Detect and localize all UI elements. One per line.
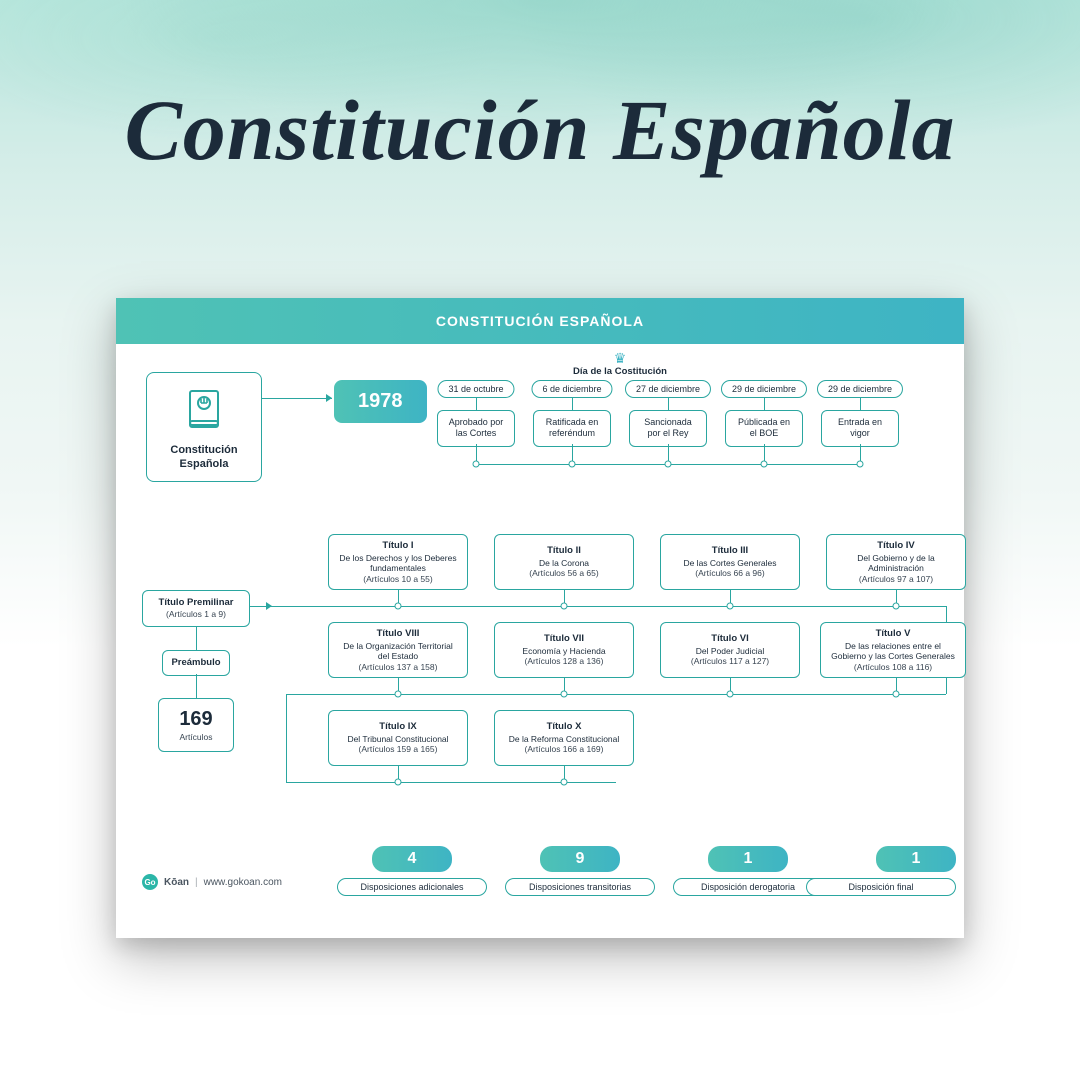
disp-badge: 1 [708, 846, 788, 872]
infographic-card: CONSTITUCIÓN ESPAÑOLA Constitución Españ… [116, 298, 964, 938]
timeline-event: Públicada en el BOE [725, 410, 803, 447]
node-dot [893, 691, 900, 698]
arrow-icon [326, 394, 332, 402]
connector [764, 398, 765, 410]
disp-label: Disposición derogatoria [673, 878, 823, 896]
day-label: Día de la Costitución [573, 366, 667, 377]
timeline-event: Aprobado por las Cortes [437, 410, 515, 447]
timeline-date: 27 de diciembre [625, 380, 711, 398]
connector [286, 694, 287, 782]
title-box: Título X De la Reforma Constitucional (A… [494, 710, 634, 766]
timeline-date: 6 de diciembre [531, 380, 612, 398]
node-dot [561, 603, 568, 610]
timeline-date: 29 de diciembre [817, 380, 903, 398]
card-body: Constitución Española 1978 ♛ Día de la C… [116, 344, 964, 938]
disp-badge: 4 [372, 846, 452, 872]
node-dot [569, 461, 576, 468]
preliminar-box: Título Premilinar (Artículos 1 a 9) [142, 590, 250, 627]
title-box: Título VIII De la Organización Territori… [328, 622, 468, 678]
preambulo-box: Preámbulo [162, 650, 230, 676]
card-header: CONSTITUCIÓN ESPAÑOLA [116, 298, 964, 344]
node-dot [395, 779, 402, 786]
title-box: Título IV Del Gobierno y de la Administr… [826, 534, 966, 590]
disp-label: Disposiciones transitorias [505, 878, 655, 896]
node-dot [395, 691, 402, 698]
disp-badge: 9 [540, 846, 620, 872]
node-dot [761, 461, 768, 468]
timeline-event: Sancionada por el Rey [629, 410, 707, 447]
node-dot [395, 603, 402, 610]
articulos-box: 169 Artículos [158, 698, 234, 752]
arrow-icon [266, 602, 272, 610]
node-dot [727, 691, 734, 698]
timeline-date: 29 de diciembre [721, 380, 807, 398]
connector [196, 626, 197, 650]
timeline-event: Ratificada en referéndum [533, 410, 611, 447]
title-box: Título V De las relaciones entre el Gobi… [820, 622, 966, 678]
connector [286, 694, 946, 695]
brand-url: www.gokoan.com [204, 877, 282, 888]
node-dot [473, 461, 480, 468]
footer-brand: Go Kōan | www.gokoan.com [142, 874, 282, 890]
title-box: Título I De los Derechos y los Deberes f… [328, 534, 468, 590]
title-box: Título IX Del Tribunal Constitucional (A… [328, 710, 468, 766]
timeline-event: Entrada en vigor [821, 410, 899, 447]
connector [196, 674, 197, 698]
title-box: Título VI Del Poder Judicial (Artículos … [660, 622, 800, 678]
connector [250, 606, 946, 607]
node-dot [857, 461, 864, 468]
title-box: Título II De la Corona (Artículos 56 a 6… [494, 534, 634, 590]
title-box: Título III De las Cortes Generales (Artí… [660, 534, 800, 590]
title-box: Título VII Economía y Hacienda (Artículo… [494, 622, 634, 678]
connector [668, 398, 669, 410]
connector [572, 398, 573, 410]
brand-name: Kōan [164, 877, 189, 888]
timeline-date: 31 de octubre [437, 380, 514, 398]
disp-label: Disposiciones adicionales [337, 878, 487, 896]
brand-logo: Go [142, 874, 158, 890]
page-title: Constitución Española [0, 80, 1080, 180]
disp-label: Disposición final [806, 878, 956, 896]
root-box: Constitución Española [146, 372, 262, 482]
node-dot [561, 691, 568, 698]
node-dot [561, 779, 568, 786]
connector [262, 398, 332, 399]
connector [860, 398, 861, 410]
year-badge: 1978 [334, 380, 427, 423]
node-dot [665, 461, 672, 468]
root-label: Constitución Española [147, 444, 261, 472]
connector [476, 398, 477, 410]
crown-icon: ♛ [614, 350, 627, 367]
book-icon [184, 387, 224, 431]
disp-badge: 1 [876, 846, 956, 872]
node-dot [727, 603, 734, 610]
node-dot [893, 603, 900, 610]
